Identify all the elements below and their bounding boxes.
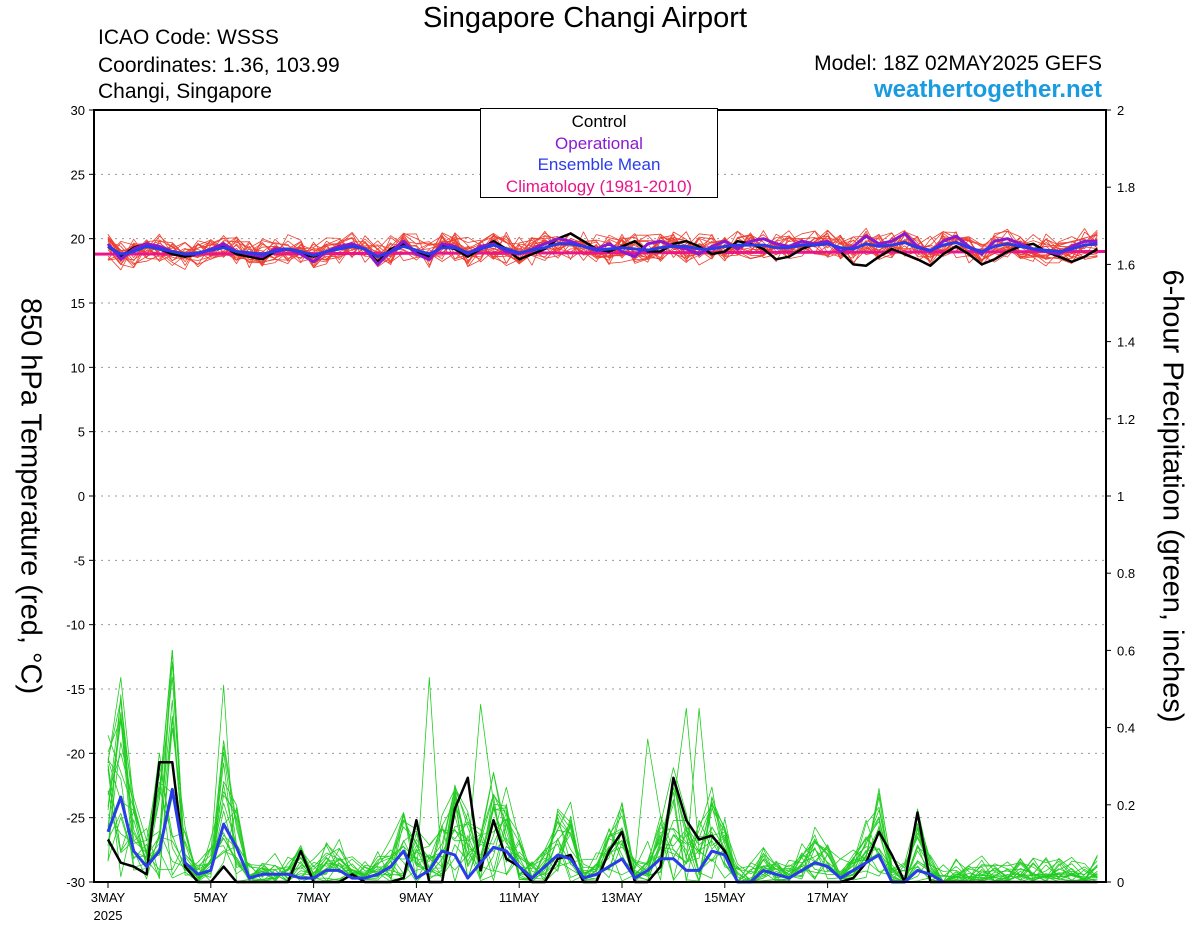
y-tick-label-right: 2 bbox=[1117, 103, 1124, 118]
y-tick-label-right: 1.6 bbox=[1117, 257, 1135, 272]
x-tick-label: 5MAY bbox=[194, 890, 229, 905]
precip-ensemble-members bbox=[107, 650, 1098, 883]
x-tick-label: 3MAY bbox=[91, 890, 126, 905]
x-tick-label: 15MAY bbox=[704, 890, 746, 905]
series-lines bbox=[93, 232, 1107, 884]
y-tick-label-left: 0 bbox=[78, 489, 85, 504]
y-tick-label-left: 30 bbox=[71, 103, 85, 118]
x-tick-label: 13MAY bbox=[601, 890, 643, 905]
legend-climatology: Climatology (1981-2010) bbox=[505, 176, 693, 196]
y-tick-label-right: 0.8 bbox=[1117, 566, 1135, 581]
x-tick-label: 11MAY bbox=[499, 890, 540, 905]
temp-member-line bbox=[107, 231, 1098, 267]
x-tick-label: 17MAY bbox=[807, 890, 849, 905]
legend-control: Control bbox=[571, 112, 627, 131]
y-tick-label-left: -15 bbox=[66, 682, 85, 697]
axes: 302520151050-5-10-15-20-25-3021.81.61.41… bbox=[66, 103, 1135, 923]
y-tick-label-right: 0 bbox=[1117, 875, 1124, 890]
y-tick-label-left: -5 bbox=[73, 553, 85, 568]
site-link[interactable]: weathertogether.net bbox=[873, 76, 1102, 103]
y-tick-label-right: 1.8 bbox=[1117, 180, 1135, 195]
place-name: Changi, Singapore bbox=[98, 80, 272, 103]
y-tick-label-right: 0.6 bbox=[1117, 643, 1135, 658]
control-precip-line bbox=[106, 761, 1098, 884]
y-tick-label-left: 25 bbox=[71, 167, 85, 182]
y-tick-label-right: 1.4 bbox=[1117, 335, 1135, 350]
x-tick-label: 9MAY bbox=[399, 890, 434, 905]
y-tick-label-left: -25 bbox=[66, 811, 85, 826]
precip-member-line bbox=[107, 698, 1098, 883]
y-tick-label-right: 1 bbox=[1117, 489, 1124, 504]
precip-member-line bbox=[107, 715, 1098, 883]
y-tick-label-left: -20 bbox=[66, 746, 85, 761]
grid-lines bbox=[94, 173, 1106, 819]
precip-member-line bbox=[107, 718, 1098, 883]
y-tick-label-left: 10 bbox=[71, 360, 85, 375]
precip-member-line bbox=[107, 717, 1098, 883]
icao-code: ICAO Code: WSSS bbox=[98, 26, 279, 49]
x-tick-label: 7MAY bbox=[296, 890, 331, 905]
y-tick-label-right: 0.4 bbox=[1117, 721, 1135, 736]
page-title: Singapore Changi Airport bbox=[422, 2, 748, 34]
y-tick-label-left: 5 bbox=[78, 425, 85, 440]
model-run: Model: 18Z 02MAY2025 GEFS bbox=[814, 52, 1102, 75]
y-axis-label-left: 850 hPa Temperature (red, °C) bbox=[14, 297, 47, 695]
y-tick-label-left: 15 bbox=[71, 296, 85, 311]
ensemble-mean-temp-line bbox=[107, 241, 1098, 259]
y-tick-label-right: 1.2 bbox=[1117, 412, 1135, 427]
y-tick-label-right: 0.2 bbox=[1117, 798, 1135, 813]
coordinates: Coordinates: 1.36, 103.99 bbox=[98, 54, 340, 77]
y-axis-label-right: 6-hour Precipitation (green, inches) bbox=[1156, 269, 1189, 723]
legend-operational: Operational bbox=[555, 133, 643, 153]
legend: Control Operational Ensemble Mean Climat… bbox=[480, 108, 718, 198]
ensemble-mean-precip-line bbox=[106, 787, 945, 884]
y-tick-label-left: 20 bbox=[71, 232, 85, 247]
y-tick-label-left: -30 bbox=[66, 875, 85, 890]
precip-member-line bbox=[107, 717, 1098, 883]
legend-ensemble-mean: Ensemble Mean bbox=[537, 155, 661, 174]
precip-member-line bbox=[107, 676, 1098, 883]
precip-member-line bbox=[107, 650, 1098, 883]
precip-member-line bbox=[107, 650, 1098, 883]
y-tick-label-left: -10 bbox=[66, 618, 85, 633]
x-tick-sublabel: 2025 bbox=[94, 908, 123, 923]
precip-member-line bbox=[107, 650, 1098, 883]
